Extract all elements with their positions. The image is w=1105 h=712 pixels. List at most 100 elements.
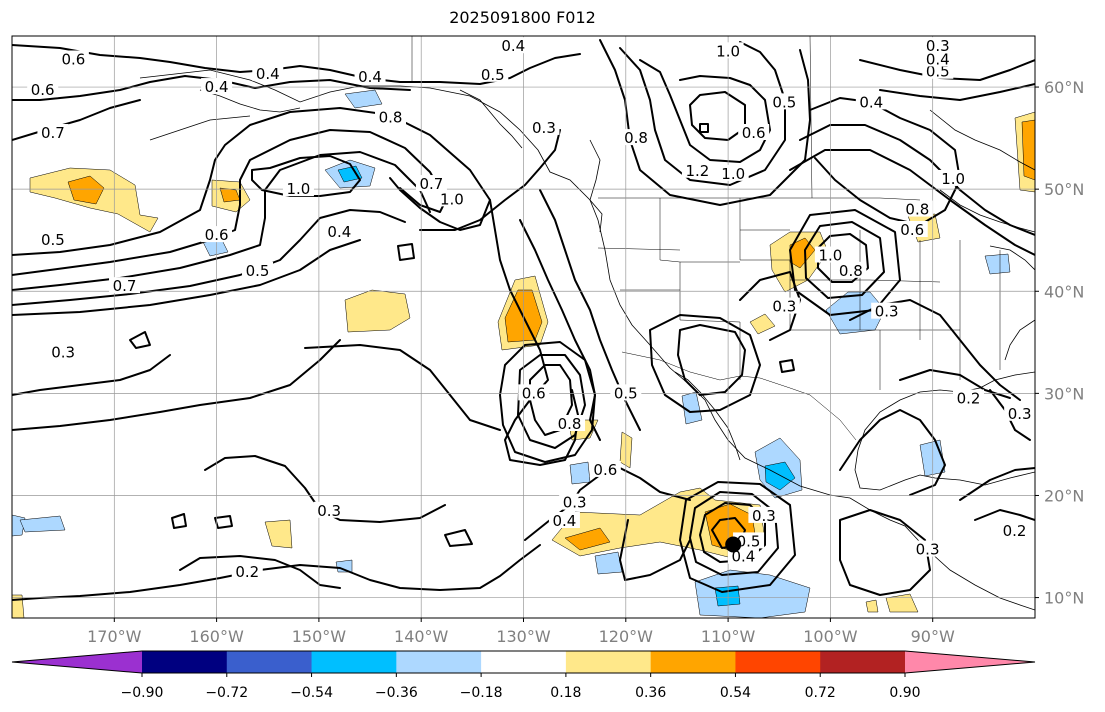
contour-label: 0.6 bbox=[900, 221, 924, 239]
contour-label: 0.5 bbox=[737, 532, 761, 550]
contour-label-halo bbox=[559, 493, 591, 510]
negative-anomaly-area bbox=[19, 515, 66, 533]
colorbar-segment bbox=[735, 651, 821, 673]
positive-anomaly-area bbox=[885, 593, 919, 613]
contour-label: 0.3 bbox=[752, 507, 776, 525]
contour-label-halo bbox=[109, 277, 141, 294]
contour-label: 0.3 bbox=[772, 298, 796, 316]
longitude-tick-label: 120°W bbox=[599, 627, 654, 646]
contour-label: 1.0 bbox=[721, 165, 745, 183]
contour-label: 0.8 bbox=[379, 109, 403, 127]
colorbar-segment bbox=[565, 651, 652, 673]
contour-label: 0.8 bbox=[905, 201, 929, 219]
contour-label-halo bbox=[497, 37, 529, 54]
contour-label-halo bbox=[252, 64, 284, 81]
coastline bbox=[939, 189, 1035, 233]
longitude-tick-label: 110°W bbox=[701, 627, 756, 646]
contour-label-halo bbox=[871, 302, 903, 319]
contour-label-halo bbox=[835, 261, 867, 278]
contour-line bbox=[619, 519, 691, 581]
contour-line bbox=[899, 369, 1011, 399]
contour-line bbox=[789, 149, 1035, 256]
contour-line bbox=[12, 209, 406, 306]
contour-label-halo bbox=[27, 81, 59, 98]
contour-label: 0.2 bbox=[957, 389, 981, 407]
contour-label: 0.8 bbox=[624, 129, 648, 147]
contour-line bbox=[251, 155, 361, 197]
positive-anomaly-area bbox=[564, 527, 611, 551]
contour-line bbox=[639, 59, 771, 163]
latitude-tick-label: 40°N bbox=[1044, 282, 1084, 301]
contour-label-halo bbox=[912, 540, 944, 557]
colorbar-tick-label: 0.54 bbox=[720, 685, 751, 701]
contour-label: 0.8 bbox=[558, 415, 582, 433]
contour-label-halo bbox=[37, 124, 69, 140]
contour-label-halo bbox=[548, 512, 580, 528]
contour-label: 0.6 bbox=[522, 384, 546, 402]
colorbar-tick-label: −0.36 bbox=[375, 685, 418, 701]
colorbar-segment bbox=[650, 651, 736, 673]
contour-label-halo bbox=[518, 384, 550, 401]
contour-line bbox=[974, 509, 1035, 521]
positive-anomaly-area bbox=[67, 175, 105, 205]
longitude-tick-label: 100°W bbox=[803, 627, 858, 646]
contour-line bbox=[12, 354, 171, 396]
storm-center-marker bbox=[725, 536, 742, 553]
contour-label-halo bbox=[201, 226, 233, 243]
contour-label-halo bbox=[589, 460, 621, 477]
negative-anomaly-area bbox=[764, 461, 796, 491]
contour-label: 0.3 bbox=[926, 37, 950, 55]
colorbar-tick-label: −0.54 bbox=[290, 685, 333, 701]
contour-label: 0.4 bbox=[501, 37, 525, 55]
country-border bbox=[809, 36, 813, 199]
contour-line bbox=[679, 481, 796, 593]
contour-label: 0.6 bbox=[61, 50, 85, 68]
contour-line bbox=[12, 44, 581, 85]
contour-label-halo bbox=[242, 261, 274, 278]
contour-label-halo bbox=[436, 190, 468, 207]
contour-label: 0.2 bbox=[1003, 522, 1027, 540]
contour-label-halo bbox=[620, 129, 652, 146]
colorbar-extend-high bbox=[905, 651, 1035, 673]
contour-line bbox=[779, 359, 795, 373]
longitude-tick-label: 130°W bbox=[496, 627, 551, 646]
contour-label-halo bbox=[477, 65, 509, 82]
colorbar-segment bbox=[142, 651, 228, 673]
contour-label-halo bbox=[768, 297, 800, 314]
negative-anomaly-area bbox=[594, 551, 623, 575]
state-border bbox=[679, 319, 741, 380]
contour-label-halo bbox=[717, 164, 749, 181]
contour-label-halo bbox=[323, 223, 355, 240]
coastline bbox=[589, 139, 603, 233]
contour-label-halo bbox=[37, 231, 69, 248]
positive-anomaly-area bbox=[1021, 119, 1035, 181]
contour-label: 0.5 bbox=[41, 231, 65, 249]
contour-label-halo bbox=[231, 563, 263, 580]
contour-line bbox=[699, 123, 709, 133]
contour-label: 1.0 bbox=[941, 170, 965, 188]
contour-label: 0.4 bbox=[859, 93, 883, 111]
contour-line bbox=[12, 99, 141, 141]
latitude-tick-label: 60°N bbox=[1044, 78, 1084, 97]
contour-label: 0.6 bbox=[205, 226, 229, 244]
latitude-tick-label: 20°N bbox=[1044, 486, 1084, 505]
state-border bbox=[597, 247, 681, 251]
contour-line bbox=[959, 467, 1035, 501]
contour-label: 1.0 bbox=[716, 42, 740, 60]
contour-label-halo bbox=[375, 108, 407, 125]
contour-line bbox=[419, 129, 561, 231]
contour-label-halo bbox=[201, 78, 233, 95]
contour-label: 0.3 bbox=[51, 344, 75, 362]
coastline bbox=[459, 89, 523, 149]
contour-line bbox=[12, 107, 491, 256]
contour-line bbox=[879, 83, 1035, 101]
contour-line bbox=[171, 513, 187, 529]
contour-label-halo bbox=[57, 50, 89, 67]
contour-label: 0.4 bbox=[256, 65, 280, 83]
negative-anomaly-area bbox=[984, 253, 1011, 275]
contour-label-halo bbox=[313, 501, 345, 518]
contour-line bbox=[12, 544, 541, 601]
country-border bbox=[621, 351, 857, 441]
contour-label: 1.0 bbox=[818, 247, 842, 265]
